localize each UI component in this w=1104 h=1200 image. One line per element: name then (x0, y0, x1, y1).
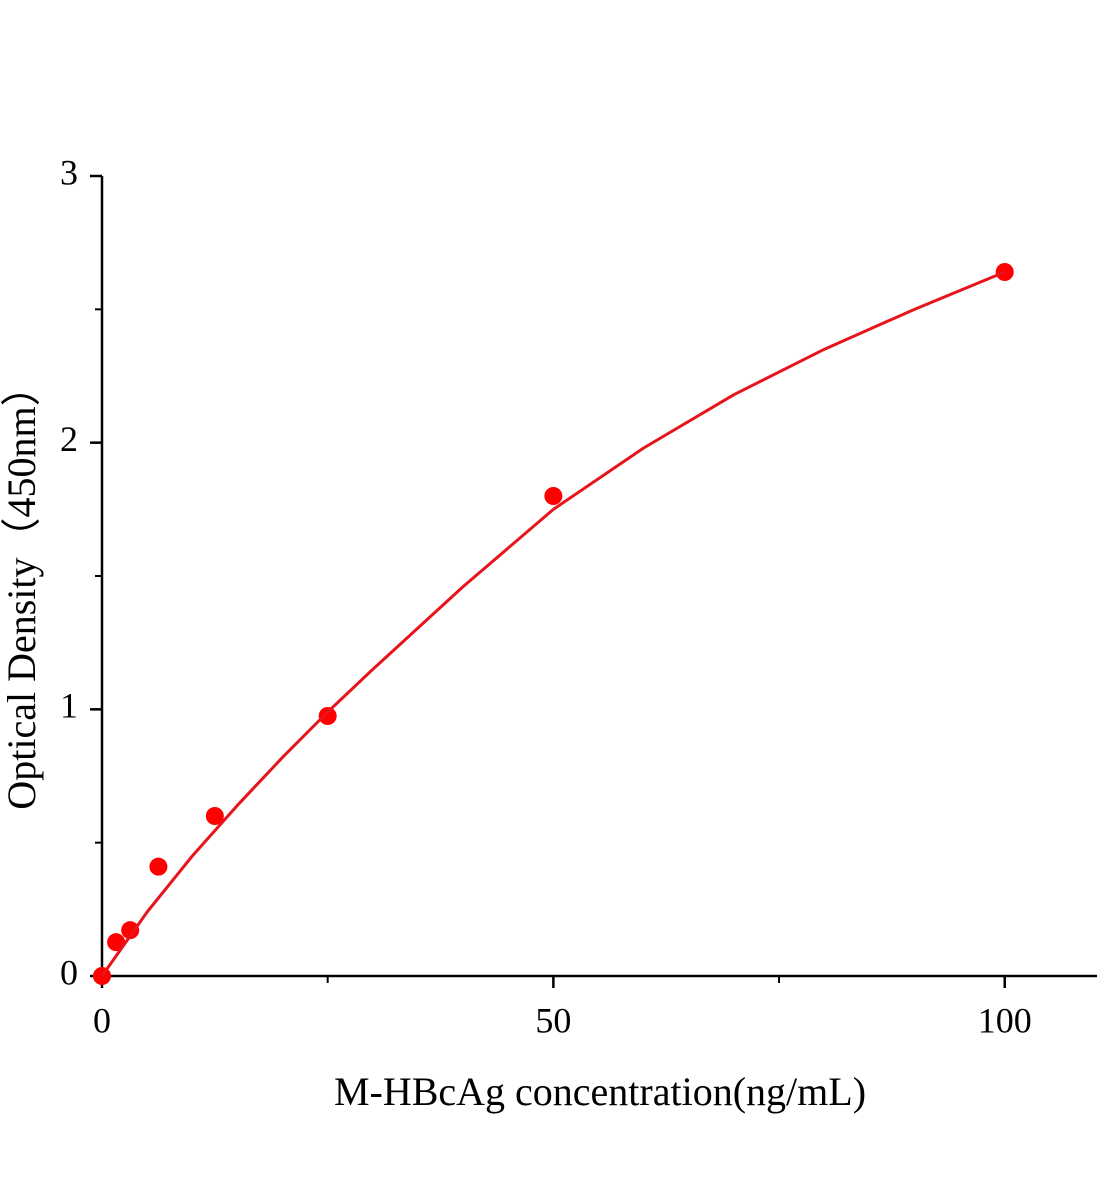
x-axis-label: M-HBcAg concentration(ng/mL) (334, 1069, 866, 1114)
data-point (205, 807, 224, 825)
x-tick-label: 0 (93, 1000, 111, 1040)
x-tick-label: 50 (535, 1000, 571, 1040)
x-tick-label: 100 (978, 1000, 1032, 1040)
y-tick-label: 2 (60, 419, 78, 459)
y-tick-label: 3 (60, 152, 78, 192)
y-tick-label: 1 (60, 686, 78, 726)
y-tick-label: 0 (60, 952, 78, 992)
data-point (121, 921, 140, 940)
data-point (107, 933, 126, 952)
fit-curve (100, 270, 1006, 977)
data-point (544, 487, 563, 505)
data-point (318, 707, 337, 725)
y-axis-label: Optical Density（450nm） (0, 366, 44, 809)
data-point (149, 857, 168, 876)
